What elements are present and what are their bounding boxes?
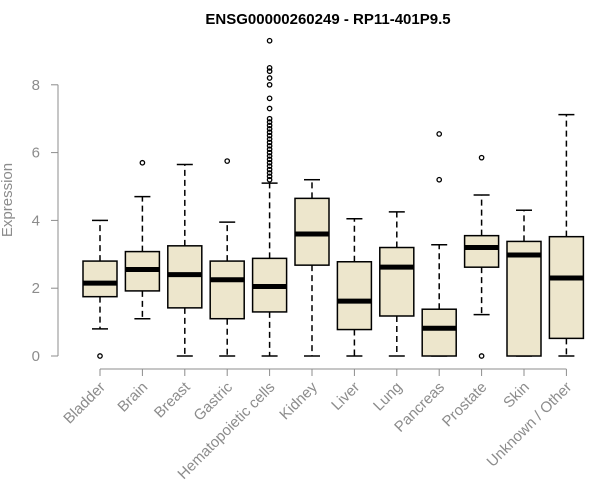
x-tick-label-7: Liver [328,379,363,414]
box-12 [548,113,585,357]
outlier-point-2 [478,154,485,161]
outlier-point-1 [478,353,485,359]
outlier-point-2 [266,173,273,180]
box-10 [463,154,500,359]
box-1 [82,219,118,359]
box-4 [209,158,245,357]
outlier-point-1 [266,176,273,183]
outlier-point-8 [266,153,273,159]
y-tick-label-0: 0 [32,348,40,365]
outlier-point-7 [266,156,273,163]
outlier-point-26 [266,37,273,44]
outlier-point-12 [266,139,273,146]
outlier-point-5 [266,163,273,170]
box-body [82,260,118,298]
outlier-point-4 [266,166,273,173]
outlier-point-21 [266,95,273,102]
chart-title: ENSG00000260249 - RP11-401P9.5 [205,11,450,28]
y-axis: 0 2 4 6 8 [32,77,59,365]
box-7 [336,217,373,357]
box-11 [506,209,542,357]
outlier-point-9 [266,149,273,156]
x-tick-label-11: Skin [500,379,533,412]
box-body [548,235,585,340]
box-body [463,234,500,268]
outlier-point-1 [436,176,443,183]
outlier-point-16 [266,126,273,132]
outlier-point-14 [266,132,273,139]
x-tick-label-2: Brain [114,379,151,416]
outlier-point-1 [224,158,231,164]
box-9 [421,131,457,357]
box-series [82,37,585,359]
box-3 [167,163,203,357]
x-tick-label-3: Breast [151,378,194,421]
outlier-point-11 [266,142,273,149]
outlier-point-20 [266,105,273,112]
outlier-point-19 [266,115,273,122]
outlier-point-22 [266,81,273,88]
y-axis-label: Expression [0,163,16,237]
x-tick-label-1: Bladder [60,379,109,428]
y-tick-label-1: 2 [32,280,40,297]
outlier-point-15 [266,129,273,136]
outlier-point-13 [266,136,273,142]
x-tick-label-8: Lung [370,379,406,415]
box-body [336,261,373,331]
box-body [379,246,415,317]
box-8 [379,211,415,357]
outlier-point-1 [97,353,103,359]
outlier-point-3 [266,170,273,176]
outlier-point-2 [436,131,443,137]
box-5 [251,37,288,357]
box-6 [294,178,330,357]
y-tick-label-4: 8 [32,77,40,94]
outlier-point-1 [139,159,146,166]
y-tick-label-2: 4 [32,212,40,229]
box-2 [124,159,161,320]
outlier-point-25 [266,65,273,71]
outlier-point-23 [266,75,273,81]
x-tick-label-6: Kidney [276,378,321,423]
outlier-point-24 [266,68,273,75]
y-tick-label-3: 6 [32,145,40,162]
box-body [209,260,245,320]
outlier-point-6 [266,159,273,166]
x-tick-label-10: Prostate [439,379,491,431]
outlier-point-10 [266,146,273,153]
outlier-point-17 [266,122,273,129]
box-body [421,308,457,357]
box-body [506,240,542,357]
outlier-point-18 [266,119,273,125]
